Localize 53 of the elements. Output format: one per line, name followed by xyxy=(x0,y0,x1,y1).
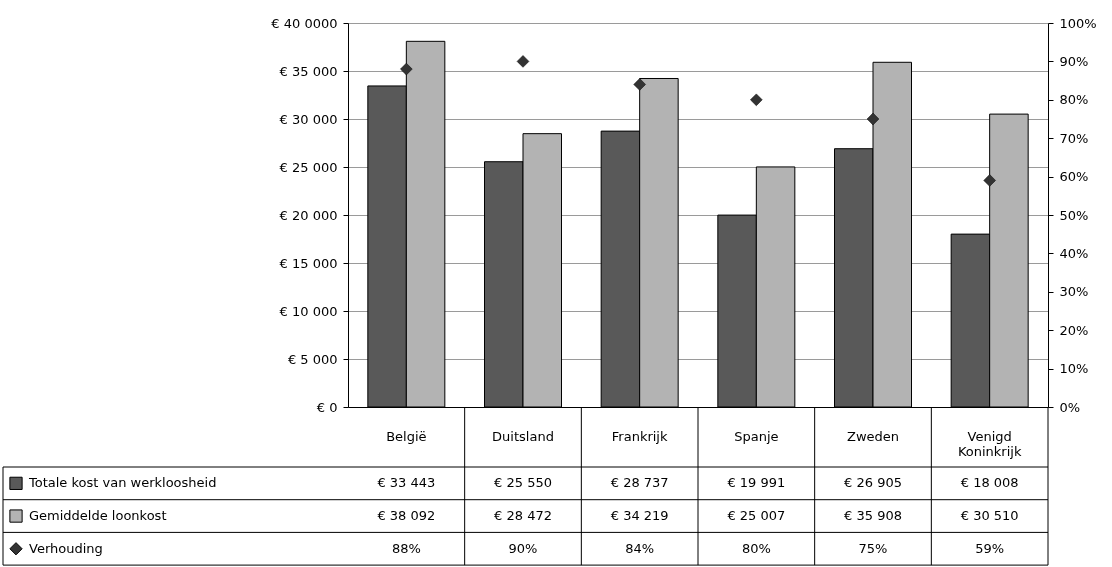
data-label: € 28 472 xyxy=(494,508,552,524)
y-tick-label: € 10 000 xyxy=(279,303,338,319)
data-label: 59% xyxy=(975,540,1005,556)
y2-tick-label: 60% xyxy=(1059,169,1089,185)
data-label: € 26 905 xyxy=(844,475,902,491)
point xyxy=(866,112,880,126)
y2-tick-label: 90% xyxy=(1059,53,1089,69)
x-tick-label: Frankrijk xyxy=(611,429,668,444)
legend-label: Gemiddelde loonkost xyxy=(29,508,167,524)
y-tick-label: € 20 000 xyxy=(279,207,338,223)
data-label: € 33 443 xyxy=(377,475,436,491)
y2-tick-label: 50% xyxy=(1059,207,1089,223)
y-tick-label: € 35 000 xyxy=(279,63,338,79)
data-label: € 34 219 xyxy=(610,508,669,524)
y2-tick-label: 10% xyxy=(1059,361,1089,377)
y2-tick-label: 100% xyxy=(1059,15,1097,31)
y-tick-label: € 5 000 xyxy=(287,351,338,367)
x-tick-label: België xyxy=(386,429,427,444)
point xyxy=(633,78,646,91)
data-label: 75% xyxy=(858,540,888,556)
x-tick-label: Duitsland xyxy=(492,429,554,444)
y2-tick-label: 0% xyxy=(1059,399,1081,415)
data-label: € 28 737 xyxy=(610,475,669,491)
x-tick-label: Zweden xyxy=(846,429,900,444)
data-label: € 30 510 xyxy=(960,508,1019,524)
data-label: € 35 908 xyxy=(844,508,902,524)
point xyxy=(400,62,413,76)
data-label: 80% xyxy=(741,540,771,556)
data-label: € 25 007 xyxy=(727,508,786,524)
legend-label: Totale kost van werkloosheid xyxy=(28,475,217,491)
point xyxy=(983,174,996,187)
y2-tick-label: 70% xyxy=(1059,130,1089,146)
y-tick-label: € 0 xyxy=(316,399,338,415)
data-label: € 38 092 xyxy=(377,508,436,524)
data-label: € 19 991 xyxy=(727,475,786,491)
y2-tick-label: 20% xyxy=(1059,322,1089,338)
y-tick-label: € 40 0000 xyxy=(271,15,338,31)
y-tick-label: € 15 000 xyxy=(279,255,338,271)
y-tick-label: € 30 000 xyxy=(279,111,338,127)
x-tick-label: Venigd Koninkrijk xyxy=(957,429,1022,459)
point xyxy=(750,93,763,106)
data-label: € 25 550 xyxy=(494,475,552,491)
data-label: € 18 008 xyxy=(960,475,1019,491)
y-tick-label: € 25 000 xyxy=(279,159,338,175)
data-label: 88% xyxy=(391,540,421,556)
y2-tick-label: 40% xyxy=(1059,245,1089,261)
y2-tick-label: 30% xyxy=(1059,284,1089,300)
y2-tick-label: 80% xyxy=(1059,92,1089,108)
data-label: 84% xyxy=(625,540,655,556)
legend-label: Verhouding xyxy=(29,540,103,556)
x-tick-label: Spanje xyxy=(734,429,779,444)
point xyxy=(516,55,530,68)
data-label: 90% xyxy=(508,540,538,556)
